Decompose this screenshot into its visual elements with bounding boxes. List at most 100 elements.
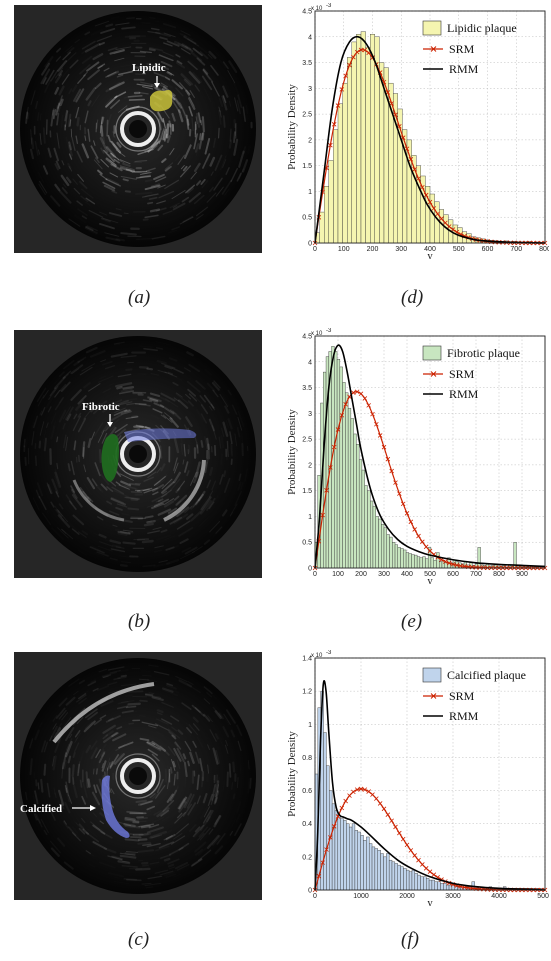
srm-marker bbox=[416, 857, 421, 863]
histogram-bar bbox=[423, 876, 427, 891]
srm-marker bbox=[393, 824, 398, 830]
srm-marker bbox=[354, 787, 360, 792]
legend-srm: SRM bbox=[449, 42, 475, 56]
srm-marker bbox=[412, 167, 417, 172]
srm-marker bbox=[408, 848, 414, 853]
ultrasound-image-b: Fibrotic bbox=[14, 330, 262, 578]
lipidic-region bbox=[150, 90, 173, 112]
x-tick-label: 1000 bbox=[353, 893, 369, 900]
histogram-bar bbox=[351, 823, 356, 891]
y-tick-label: 1 bbox=[308, 189, 312, 196]
srm-marker bbox=[393, 112, 398, 118]
srm-marker bbox=[366, 789, 371, 794]
histogram-bar bbox=[400, 548, 404, 569]
histogram-bar bbox=[417, 874, 421, 891]
histogram-bar bbox=[357, 831, 361, 891]
histogram-bar bbox=[443, 883, 447, 891]
srm-marker bbox=[446, 224, 452, 229]
srm-marker bbox=[374, 421, 379, 427]
histogram-bar bbox=[336, 359, 341, 569]
srm-marker bbox=[423, 865, 429, 871]
histogram-bar bbox=[364, 485, 368, 569]
histogram-bar bbox=[328, 160, 334, 244]
histogram-bar bbox=[433, 560, 437, 569]
histogram-bar bbox=[419, 557, 423, 569]
y-tick-label: 0.4 bbox=[302, 821, 312, 828]
y-exponent: x 10 bbox=[311, 331, 323, 337]
histogram-bar bbox=[425, 558, 429, 569]
y-tick-label: 1.2 bbox=[302, 689, 312, 696]
caption-d: (d) bbox=[401, 287, 424, 308]
legend-rmm: RMM bbox=[449, 709, 479, 723]
srm-markers bbox=[312, 786, 548, 893]
x-axis-label: y bbox=[427, 250, 433, 259]
x-tick-label: 500 bbox=[453, 246, 465, 253]
legend-marker-icon bbox=[430, 371, 437, 377]
histogram-bar bbox=[334, 351, 338, 569]
histogram-bar bbox=[389, 536, 393, 569]
y-axis-label: Probability Density bbox=[286, 84, 298, 170]
legend-srm: SRM bbox=[449, 689, 475, 703]
srm-marker bbox=[331, 122, 337, 127]
histogram-bar bbox=[379, 62, 385, 244]
y-exponent: x 10 bbox=[311, 653, 323, 659]
srm-marker bbox=[427, 199, 433, 205]
histogram-bar bbox=[353, 433, 357, 569]
histogram-bar bbox=[431, 879, 435, 891]
rmm-curve bbox=[314, 35, 546, 244]
histogram-bar bbox=[349, 826, 353, 891]
y-tick-label: 3.5 bbox=[302, 385, 312, 392]
histogram-bar bbox=[365, 46, 371, 244]
histogram-bar bbox=[400, 866, 404, 891]
y-tick-label: 0 bbox=[308, 241, 312, 248]
x-tick-label: 600 bbox=[482, 246, 494, 253]
histogram-bar bbox=[380, 853, 384, 891]
catheter-ring bbox=[120, 758, 156, 794]
srm-marker bbox=[404, 146, 410, 152]
arrow-icon bbox=[154, 83, 160, 88]
histogram-bar bbox=[406, 869, 410, 891]
srm-marker bbox=[343, 402, 348, 407]
x-tick-label: 900 bbox=[516, 571, 528, 578]
y-tick-label: 2.5 bbox=[302, 437, 312, 444]
rmm-curve bbox=[314, 344, 546, 569]
histogram-bar bbox=[371, 846, 376, 891]
x-tick-label: 800 bbox=[493, 571, 505, 578]
y-tick-label: 1 bbox=[308, 722, 312, 729]
srm-marker bbox=[339, 805, 345, 811]
srm-marker bbox=[427, 548, 433, 554]
x-tick-label: 0 bbox=[313, 893, 317, 900]
srm-marker bbox=[354, 389, 360, 395]
histogram-bar bbox=[323, 371, 327, 569]
y-tick-label: 3 bbox=[308, 86, 312, 93]
srm-marker bbox=[324, 488, 329, 493]
histogram-bar bbox=[378, 518, 382, 569]
legend-swatch bbox=[422, 667, 442, 683]
srm-marker bbox=[351, 390, 356, 395]
legend-rmm: RMM bbox=[449, 387, 479, 401]
histogram-bar bbox=[319, 211, 325, 244]
calcified-region bbox=[101, 775, 130, 838]
srm-marker bbox=[404, 842, 410, 848]
histogram-bar bbox=[337, 103, 343, 244]
histogram-bar bbox=[414, 873, 418, 891]
histogram-bar bbox=[411, 554, 415, 569]
bright-echo bbox=[52, 682, 155, 744]
y-tick-label: 0.2 bbox=[302, 854, 312, 861]
histogram-bar bbox=[360, 31, 366, 244]
caption-b: (b) bbox=[128, 611, 151, 632]
histogram-bar bbox=[361, 469, 365, 569]
x-tick-label: 600 bbox=[447, 571, 459, 578]
histogram-bar bbox=[408, 871, 413, 891]
srm-marker bbox=[389, 818, 394, 824]
y-tick-label: 1.4 bbox=[302, 656, 312, 663]
histogram-bar bbox=[366, 836, 370, 891]
srm-marker bbox=[351, 54, 356, 60]
histogram-bar bbox=[416, 556, 421, 569]
histogram-bar bbox=[337, 815, 341, 891]
histogram-bar bbox=[437, 881, 441, 891]
srm-marker bbox=[420, 184, 425, 190]
srm-marker bbox=[416, 533, 421, 539]
srm-marker bbox=[358, 786, 364, 792]
